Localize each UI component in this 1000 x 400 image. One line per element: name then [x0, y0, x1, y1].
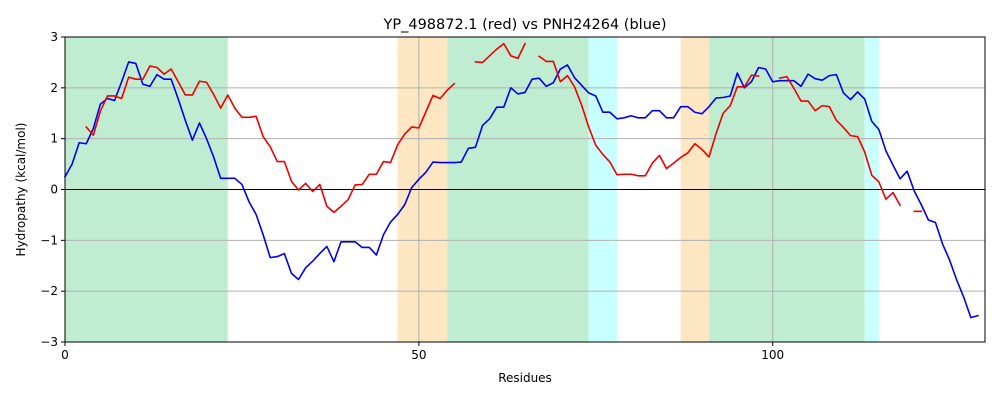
- y-tick-label-4: 1: [50, 132, 58, 146]
- chart-title: YP_498872.1 (red) vs PNH24264 (blue): [383, 17, 667, 33]
- y-tick-label-1: −2: [40, 284, 58, 298]
- y-tick-label-0: −3: [40, 335, 58, 349]
- series-1-segment-2: [538, 55, 760, 177]
- y-tick-label-6: 3: [50, 30, 58, 44]
- x-tick-label-2: 100: [761, 348, 784, 362]
- y-tick-label-5: 2: [50, 81, 58, 95]
- x-tick-label-0: 0: [61, 348, 69, 362]
- x-axis-label: Residues: [498, 371, 552, 385]
- series-1-segment-0: [85, 65, 456, 214]
- series-1-segment-1: [474, 42, 527, 64]
- series-1-segment-3: [778, 75, 902, 207]
- y-tick-label-2: −1: [40, 233, 58, 247]
- y-tick-label-3: 0: [50, 183, 58, 197]
- series-0-segment-0: [63, 61, 979, 319]
- series-lines: [63, 42, 979, 319]
- y-axis-label: Hydropathy (kcal/mol): [14, 123, 28, 257]
- axis-ticks: 0 50 100 −3 −2 −1 0 1 2 3: [40, 30, 784, 362]
- x-tick-label-1: 50: [411, 348, 426, 362]
